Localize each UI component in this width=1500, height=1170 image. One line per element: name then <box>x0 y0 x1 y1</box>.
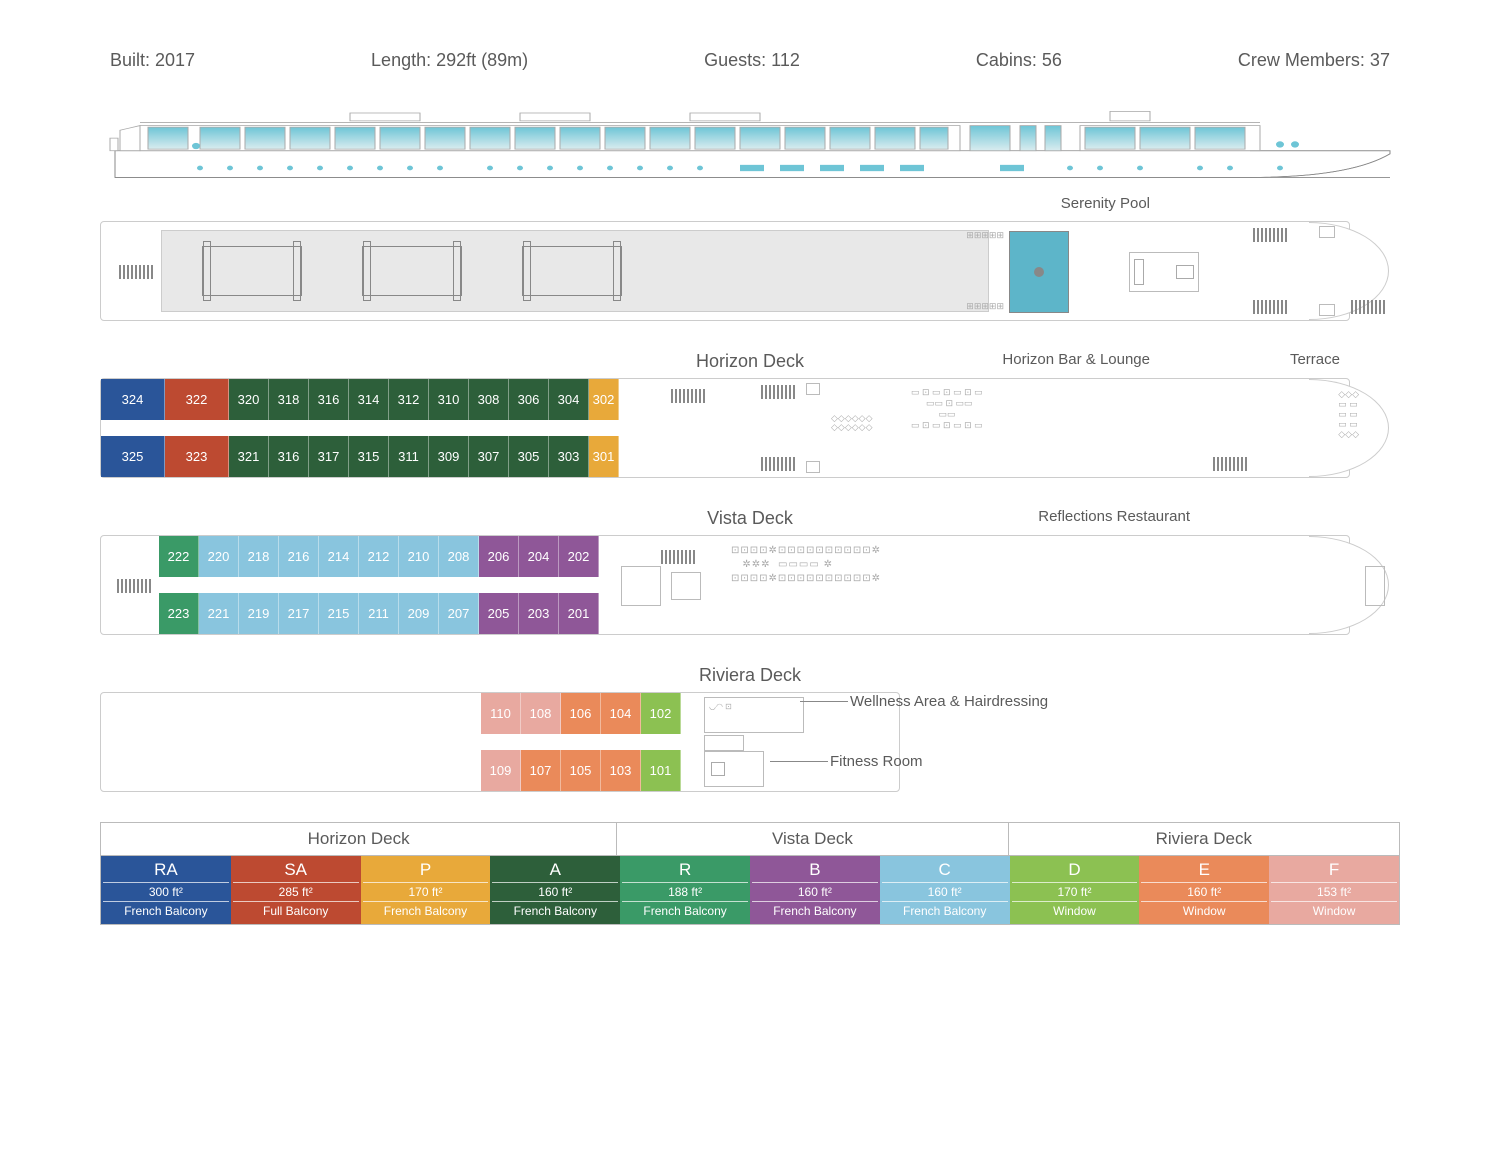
cabin-209: 209 <box>399 593 439 634</box>
label-serenity-pool: Serenity Pool <box>1061 195 1150 212</box>
legend-swatch-B: B160 ft²French Balcony <box>750 856 880 924</box>
legend-swatch-D: D170 ft²Window <box>1010 856 1140 924</box>
stat-length: Length: 292ft (89m) <box>371 50 528 71</box>
cabin-206: 206 <box>479 536 519 577</box>
label-wellness: Wellness Area & Hairdressing <box>850 693 1048 710</box>
cabin-321: 321 <box>229 436 269 477</box>
cabin-105: 105 <box>561 750 601 791</box>
cabin-104: 104 <box>601 693 641 734</box>
cabin-310: 310 <box>429 379 469 420</box>
cabin-312: 312 <box>389 379 429 420</box>
sun-deck-plan: ⊞⊞⊞⊞⊞ ⊞⊞⊞⊞⊞ <box>100 221 1350 321</box>
cabin-311: 311 <box>389 436 429 477</box>
cabin-222: 222 <box>159 536 199 577</box>
cabin-204: 204 <box>519 536 559 577</box>
cabin-305: 305 <box>509 436 549 477</box>
cabin-207: 207 <box>439 593 479 634</box>
cabin-325: 325 <box>101 436 165 477</box>
cabin-324: 324 <box>101 379 165 420</box>
cabin-309: 309 <box>429 436 469 477</box>
vista-deck-plan: 2222202182162142122102082062042022232212… <box>100 535 1350 635</box>
horizon-deck-section: Horizon Deck Horizon Bar & Lounge Terrac… <box>100 351 1400 478</box>
cabin-218: 218 <box>239 536 279 577</box>
cabin-103: 103 <box>601 750 641 791</box>
cabin-201: 201 <box>559 593 599 634</box>
sun-deck-section: Serenity Pool ⊞⊞⊞⊞⊞ ⊞⊞⊞⊞⊞ <box>100 221 1400 321</box>
label-reflections: Reflections Restaurant <box>1038 508 1190 525</box>
cabin-322: 322 <box>165 379 229 420</box>
deck-title-vista: Vista Deck <box>100 508 1400 529</box>
cabin-314: 314 <box>349 379 389 420</box>
cabin-202: 202 <box>559 536 599 577</box>
cabin-107: 107 <box>521 750 561 791</box>
cabin-205: 205 <box>479 593 519 634</box>
legend-deck-header: Horizon Deck <box>101 823 617 855</box>
ship-stats-row: Built: 2017 Length: 292ft (89m) Guests: … <box>100 50 1400 71</box>
cabin-208: 208 <box>439 536 479 577</box>
deck-title-riviera: Riviera Deck <box>100 665 1400 686</box>
ship-side-profile <box>100 91 1400 201</box>
stat-built: Built: 2017 <box>110 50 195 71</box>
cabin-318: 318 <box>269 379 309 420</box>
cabin-211: 211 <box>359 593 399 634</box>
legend-swatch-E: E160 ft²Window <box>1139 856 1269 924</box>
cabin-221: 221 <box>199 593 239 634</box>
legend-swatch-F: F153 ft²Window <box>1269 856 1399 924</box>
legend-swatch-RA: RA300 ft²French Balcony <box>101 856 231 924</box>
cabin-223: 223 <box>159 593 199 634</box>
label-terrace: Terrace <box>1290 351 1340 368</box>
stat-guests: Guests: 112 <box>704 50 800 71</box>
cabin-215: 215 <box>319 593 359 634</box>
cabin-110: 110 <box>481 693 521 734</box>
cabin-302: 302 <box>589 379 619 420</box>
cabin-220: 220 <box>199 536 239 577</box>
cabin-102: 102 <box>641 693 681 734</box>
cabin-306: 306 <box>509 379 549 420</box>
cabin-303: 303 <box>549 436 589 477</box>
stat-cabins: Cabins: 56 <box>976 50 1062 71</box>
legend-swatch-A: A160 ft²French Balcony <box>490 856 620 924</box>
deck-title-horizon: Horizon Deck <box>100 351 1400 372</box>
cabin-301: 301 <box>589 436 619 477</box>
cabin-216: 216 <box>279 536 319 577</box>
cabin-316: 316 <box>309 379 349 420</box>
vista-deck-section: Vista Deck Reflections Restaurant 222220… <box>100 508 1400 635</box>
cabin-308: 308 <box>469 379 509 420</box>
cabin-304: 304 <box>549 379 589 420</box>
cabin-108: 108 <box>521 693 561 734</box>
horizon-deck-plan: 3243223203183163143123103083063043023253… <box>100 378 1350 478</box>
cabin-214: 214 <box>319 536 359 577</box>
stat-crew: Crew Members: 37 <box>1238 50 1390 71</box>
cabin-307: 307 <box>469 436 509 477</box>
cabin-317: 317 <box>309 436 349 477</box>
cabin-203: 203 <box>519 593 559 634</box>
riviera-deck-plan: 110108106104102109107105103101 ◡◠ ⊡ <box>100 692 900 792</box>
legend-swatch-P: P170 ft²French Balcony <box>361 856 491 924</box>
cabin-217: 217 <box>279 593 319 634</box>
label-horizon-lounge: Horizon Bar & Lounge <box>1002 351 1150 368</box>
cabin-101: 101 <box>641 750 681 791</box>
cabin-315: 315 <box>349 436 389 477</box>
legend-swatch-SA: SA285 ft²Full Balcony <box>231 856 361 924</box>
legend-swatch-R: R188 ft²French Balcony <box>620 856 750 924</box>
cabin-210: 210 <box>399 536 439 577</box>
cabin-212: 212 <box>359 536 399 577</box>
cabin-219: 219 <box>239 593 279 634</box>
legend-deck-header: Vista Deck <box>617 823 1008 855</box>
cabin-109: 109 <box>481 750 521 791</box>
cabin-323: 323 <box>165 436 229 477</box>
legend-deck-header: Riviera Deck <box>1009 823 1399 855</box>
label-fitness: Fitness Room <box>830 753 923 770</box>
legend-swatch-C: C160 ft²French Balcony <box>880 856 1010 924</box>
cabin-316: 316 <box>269 436 309 477</box>
riviera-deck-section: Riviera Deck 110108106104102 109107105103… <box>100 665 1400 792</box>
cabin-320: 320 <box>229 379 269 420</box>
cabin-106: 106 <box>561 693 601 734</box>
cabin-category-legend: Horizon DeckVista DeckRiviera Deck RA300… <box>100 822 1400 925</box>
